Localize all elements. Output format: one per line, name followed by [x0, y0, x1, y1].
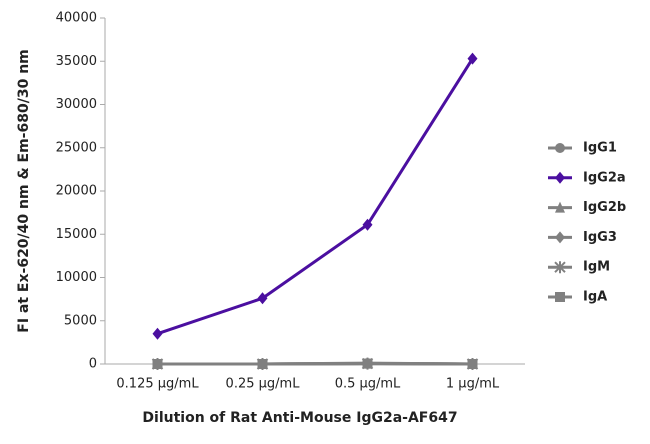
y-tick-label: 15000	[56, 227, 97, 242]
y-tick-label: 25000	[56, 140, 97, 155]
y-tick-label: 35000	[56, 54, 97, 69]
marker	[468, 359, 478, 369]
legend-label: IgG2a	[583, 170, 626, 185]
marker	[258, 359, 268, 369]
legend-label: IgM	[583, 260, 610, 275]
marker	[153, 359, 163, 369]
marker	[555, 231, 565, 243]
x-tick-label: 1 µg/mL	[446, 377, 500, 392]
y-tick-label: 10000	[56, 270, 97, 285]
marker	[555, 172, 565, 184]
y-tick-label: 5000	[64, 313, 97, 328]
y-tick-label: 40000	[56, 11, 97, 26]
y-tick-label: 0	[89, 357, 97, 372]
y-tick-label: 20000	[56, 184, 97, 199]
legend-label: IgG2b	[583, 200, 626, 215]
marker	[153, 328, 163, 340]
marker	[555, 292, 565, 302]
x-tick-label: 0.5 µg/mL	[335, 377, 401, 392]
legend-label: IgG3	[583, 230, 617, 245]
legend-label: IgG1	[583, 141, 617, 156]
marker	[555, 143, 565, 153]
x-axis-label: Dilution of Rat Anti-Mouse IgG2a-AF647	[142, 410, 457, 426]
marker	[363, 359, 373, 369]
legend-label: IgA	[583, 290, 607, 305]
x-tick-label: 0.125 µg/mL	[116, 377, 199, 392]
x-tick-label: 0.25 µg/mL	[226, 377, 301, 392]
y-axis-label: FI at Ex-620/40 nm & Em-680/30 nm	[16, 49, 32, 332]
series-line	[158, 59, 473, 334]
y-tick-label: 30000	[56, 97, 97, 112]
